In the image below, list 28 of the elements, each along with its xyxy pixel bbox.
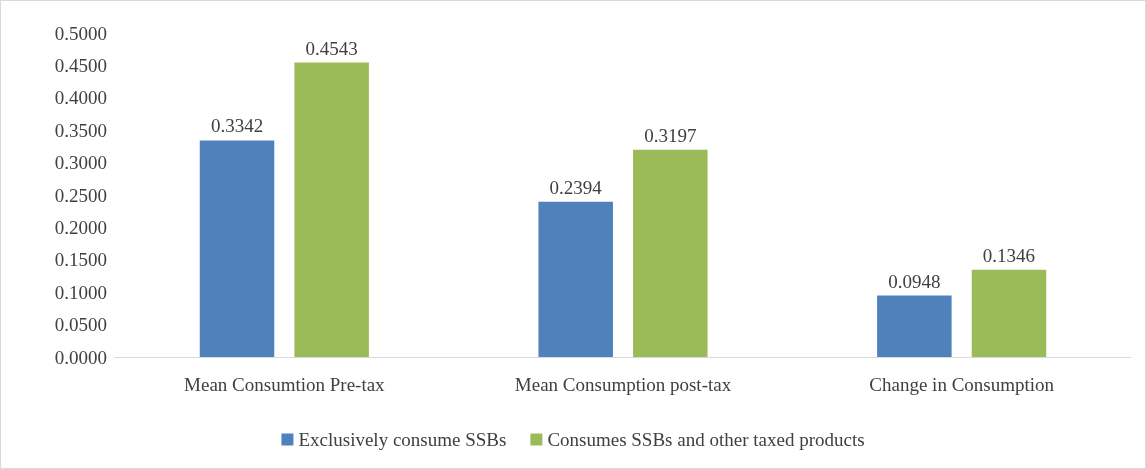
y-tick-label: 0.0500	[54, 314, 107, 336]
data-label: 0.1346	[982, 244, 1036, 266]
data-label: 0.2394	[549, 176, 603, 198]
y-tick-label: 0.2500	[54, 184, 107, 206]
y-tick-label: 0.3500	[54, 119, 107, 141]
bar	[633, 149, 708, 357]
x-tick-label: Change in Consumption	[869, 374, 1055, 395]
y-tick-label: 0.2000	[54, 216, 107, 238]
y-tick-label: 0.4500	[54, 54, 107, 76]
data-label: 0.0948	[888, 270, 941, 292]
y-tick-label: 0.1500	[54, 249, 107, 271]
data-label: 0.4543	[305, 37, 358, 59]
y-tick-label: 0.4000	[54, 87, 107, 109]
x-tick-label: Mean Consumtion Pre-tax	[184, 374, 386, 395]
data-label: 0.3197	[644, 124, 697, 146]
y-tick-label: 0.3000	[54, 152, 107, 174]
bar	[971, 269, 1047, 357]
legend-label: Consumes SSBs and other taxed products	[547, 429, 865, 450]
bar	[199, 140, 275, 357]
y-tick-label: 0.5000	[54, 22, 107, 44]
bar	[294, 62, 369, 357]
bar	[538, 201, 613, 357]
legend-label: Exclusively consume SSBs	[298, 429, 507, 450]
y-tick-label: 0.0000	[54, 346, 107, 368]
x-tick-label: Mean Consumption post-tax	[514, 374, 732, 395]
data-label: 0.3342	[210, 115, 264, 137]
bar	[877, 295, 952, 357]
y-tick-label: 0.1000	[54, 281, 107, 303]
